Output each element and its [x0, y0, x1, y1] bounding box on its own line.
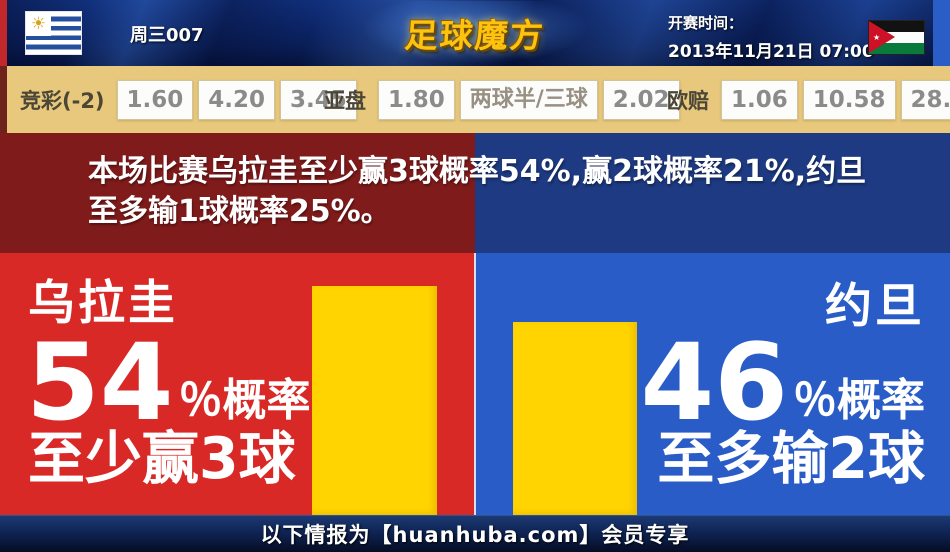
away-probability-value: 46 — [640, 321, 788, 444]
jingcai-label: 竞彩(-2) — [20, 88, 105, 113]
asian-handicap-group: 亚盘 1.80 两球半/三球 2.02 — [324, 66, 685, 133]
away-outcome: 至多输2球 — [657, 426, 925, 492]
home-probability-row: 54 ％概率 — [26, 321, 311, 444]
asian-handicap-label: 亚盘 — [324, 88, 366, 113]
right-edge-strip — [933, 0, 950, 66]
home-summary-band — [0, 133, 475, 253]
home-team-name: 乌拉圭 — [28, 276, 178, 331]
european-draw-odds[interactable]: 10.58 — [802, 79, 896, 120]
home-probability-suffix: ％概率 — [178, 375, 311, 426]
european-away-odds[interactable]: 28.74 — [900, 79, 950, 120]
home-probability-value: 54 — [26, 321, 174, 444]
prediction-summary-line1: 本场比赛乌拉圭至少赢3球概率54%,赢2球概率21%,约旦 — [88, 154, 867, 189]
site-logo-text: 足球魔方 — [403, 16, 547, 55]
home-probability-bar — [312, 286, 437, 515]
away-team-name: 约旦 — [825, 279, 925, 334]
away-summary-band — [475, 133, 950, 253]
left-edge-strip — [0, 0, 7, 66]
sun-of-may-icon: ☀ — [30, 13, 47, 34]
jingcai-home-odds[interactable]: 1.60 — [116, 79, 194, 120]
asian-away-odds[interactable]: 2.02 — [602, 79, 680, 120]
asian-home-odds[interactable]: 1.80 — [378, 79, 455, 120]
header: ☀ 周三007 足球魔方 开赛时间： 2013年11月21日 07:00 ★ — [0, 0, 950, 66]
jordan-flag: ★ — [868, 20, 925, 55]
prediction-summary-line2: 至多输1球概率25%。 — [88, 194, 391, 229]
footer-text: 以下情报为【huanhuba.com】会员专享 — [260, 523, 690, 547]
kickoff-label: 开赛时间： — [668, 14, 744, 32]
prediction-summary: 本场比赛乌拉圭至少赢3球概率54%,赢2球概率21%,约旦 至多输1球概率25%… — [88, 152, 898, 232]
odds-bar-left-strip — [0, 66, 7, 133]
panel-divider — [474, 253, 476, 515]
kickoff-block: 开赛时间： 2013年11月21日 07:00 — [668, 12, 874, 62]
jingcai-away-odds[interactable]: 3.45 — [280, 79, 357, 120]
jingcai-draw-odds[interactable]: 4.20 — [198, 79, 276, 120]
match-code: 周三007 — [130, 25, 204, 46]
uruguay-flag: ☀ — [25, 11, 82, 55]
asian-handicap-line[interactable]: 两球半/三球 — [459, 79, 598, 120]
home-outcome: 至少赢3球 — [28, 426, 296, 492]
away-probability-suffix: ％概率 — [793, 375, 925, 426]
european-home-odds[interactable]: 1.06 — [721, 79, 798, 120]
away-probability-row: 46 ％概率 — [640, 321, 925, 444]
european-odds-label: 欧赔 — [667, 88, 709, 113]
jingcai-odds-group: 竞彩(-2) 1.60 4.20 3.45 — [20, 66, 362, 133]
footer: 以下情报为【huanhuba.com】会员专享 — [0, 515, 950, 552]
kickoff-time: 2013年11月21日 07:00 — [668, 42, 874, 62]
site-logo[interactable]: 足球魔方 — [357, 1, 593, 65]
european-odds-group: 欧赔 1.06 10.58 28.74 — [667, 66, 950, 133]
jordan-flag-triangle — [869, 21, 895, 53]
odds-bar: 竞彩(-2) 1.60 4.20 3.45 亚盘 1.80 两球半/三球 2.0… — [0, 66, 950, 133]
uruguay-flag-canton: ☀ — [26, 12, 51, 36]
away-probability-bar — [513, 322, 637, 515]
star-icon: ★ — [873, 32, 881, 42]
